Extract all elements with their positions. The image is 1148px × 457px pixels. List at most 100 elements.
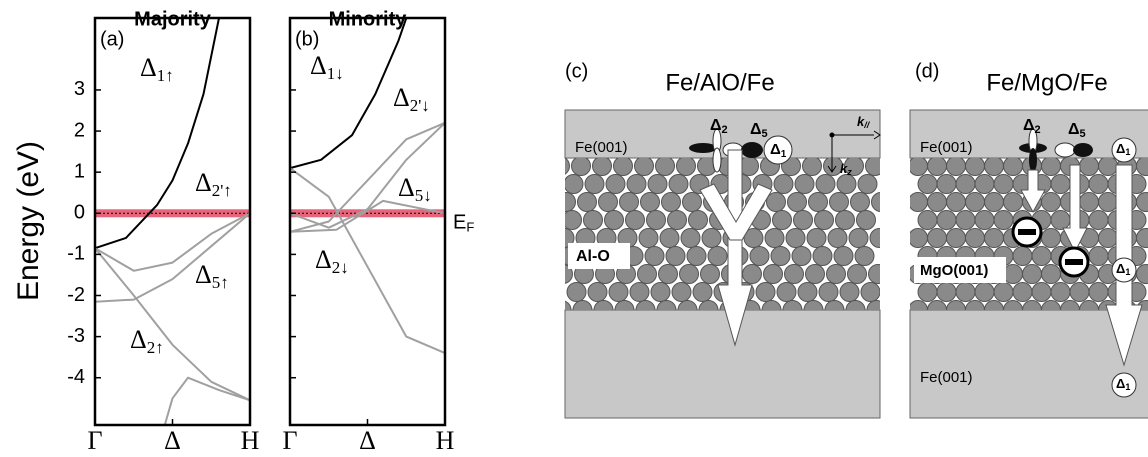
atom [947, 193, 966, 212]
atom [994, 283, 1013, 302]
atom [614, 157, 633, 176]
label: 2 [1035, 124, 1041, 136]
atom [557, 193, 576, 212]
label: Δ [1116, 376, 1125, 391]
label: 5 [1080, 128, 1086, 140]
label: Δ [398, 173, 415, 202]
atom [687, 247, 706, 266]
label: 1 [1125, 382, 1130, 392]
x-tick-label: Γ [87, 426, 102, 455]
y-tick-label: 2 [74, 119, 85, 141]
layer-label: Al-O [576, 248, 610, 265]
atom [701, 265, 720, 284]
atom [693, 283, 712, 302]
atom [627, 175, 646, 194]
x-tick-label: Δ [164, 426, 181, 455]
band-label: Δ2↓ [315, 245, 349, 277]
x-tick-label: Γ [282, 426, 297, 455]
atom [1004, 265, 1023, 284]
chart-title: Minority [329, 8, 408, 30]
label: Δ [750, 121, 762, 138]
atom [588, 283, 607, 302]
atom [630, 283, 649, 302]
label: Δ [770, 141, 781, 158]
atom [966, 193, 985, 212]
atom [677, 157, 696, 176]
atom [1042, 157, 1061, 176]
atom [551, 157, 570, 176]
atom [851, 193, 870, 212]
atom [1089, 283, 1108, 302]
atom [1032, 283, 1051, 302]
y-tick-label: -2 [67, 284, 85, 306]
atom [567, 283, 586, 302]
atom [966, 157, 985, 176]
atom [985, 193, 1004, 212]
label: Δ [1068, 121, 1080, 138]
atom [840, 283, 859, 302]
fermi-label: EF [453, 212, 474, 235]
atom [764, 265, 783, 284]
atom [836, 211, 855, 230]
band-label: Δ2'↓ [393, 83, 430, 115]
atom [828, 229, 847, 248]
label: 1 [781, 149, 787, 160]
atom [857, 211, 876, 230]
y-tick-label: 3 [74, 78, 85, 100]
diagram-title: Fe/MgO/Fe [986, 69, 1107, 96]
label: 2 [722, 124, 728, 136]
label: z [846, 167, 852, 177]
panel-label: (a) [100, 28, 124, 50]
atom [1089, 247, 1108, 266]
band-line [95, 248, 250, 400]
atom [620, 193, 639, 212]
atom [975, 175, 994, 194]
atom [585, 175, 604, 194]
label: Δ [310, 51, 327, 80]
label: 1↑ [157, 66, 174, 85]
atom [1004, 193, 1023, 212]
layer-label: Fe(001) [920, 369, 973, 386]
atom [635, 157, 654, 176]
atom [683, 193, 702, 212]
atom [994, 211, 1013, 230]
atom [656, 157, 675, 176]
band-label: Δ1↑ [140, 53, 174, 85]
atom [1051, 283, 1070, 302]
atom [1032, 247, 1051, 266]
band-label: Δ1↓ [310, 51, 344, 83]
label: 2'↓ [410, 96, 430, 115]
y-tick-label: -1 [67, 243, 85, 265]
label: Δ [1023, 117, 1035, 134]
atom [956, 211, 975, 230]
atom [816, 175, 835, 194]
label: Δ [710, 117, 722, 134]
atom [985, 157, 1004, 176]
atom [1051, 175, 1070, 194]
atom [638, 265, 657, 284]
atom [956, 175, 975, 194]
atom [773, 211, 792, 230]
y-tick-label: -4 [67, 366, 85, 388]
atom [918, 211, 937, 230]
x-tick-label: Δ [359, 426, 376, 455]
atom [599, 193, 618, 212]
atom [563, 211, 582, 230]
atom [858, 175, 877, 194]
label: 1 [1125, 267, 1130, 277]
x-tick-label: H [241, 426, 260, 455]
atom [966, 229, 985, 248]
atom [689, 211, 708, 230]
atom [1013, 247, 1032, 266]
layer-label: Fe(001) [575, 139, 628, 156]
atom [1042, 229, 1061, 248]
atom [795, 175, 814, 194]
atom [834, 247, 853, 266]
y-tick-label: -3 [67, 325, 85, 347]
atom [681, 229, 700, 248]
atom [606, 175, 625, 194]
y-tick-label: 0 [74, 202, 85, 224]
fe-layer [565, 310, 880, 418]
atom [928, 193, 947, 212]
band-label: Δ5↓ [398, 173, 432, 205]
